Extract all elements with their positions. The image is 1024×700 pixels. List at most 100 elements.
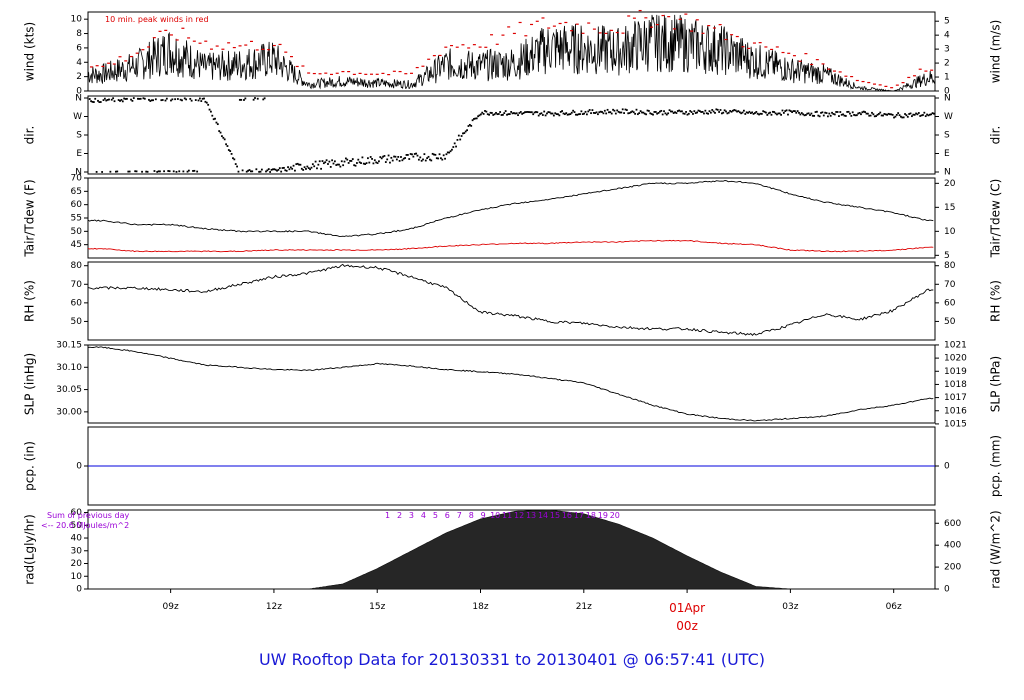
y-axis-label-right-6: rad (W/m^2) — [989, 510, 1003, 588]
rad-hour-marker-11: 12 — [514, 511, 524, 520]
dir-point — [562, 112, 565, 115]
dir-point — [847, 110, 850, 113]
dir-point — [635, 108, 638, 111]
dir-point — [230, 153, 233, 155]
dir-point — [642, 111, 645, 114]
dir-point — [636, 113, 639, 116]
dir-point — [501, 113, 504, 116]
x-tick-label-2: 15z — [369, 602, 385, 612]
left-tick-label-dir-2: S — [76, 131, 82, 141]
dir-point — [252, 98, 255, 101]
dir-point — [597, 113, 599, 116]
dir-point — [679, 110, 682, 113]
dir-point — [460, 135, 463, 137]
dir-point — [740, 112, 743, 115]
dir-point — [470, 124, 473, 127]
dir-point — [561, 110, 564, 112]
dir-point — [741, 111, 744, 114]
dir-point — [855, 114, 858, 117]
dir-point — [333, 160, 336, 163]
dir-point — [495, 111, 497, 114]
dir-point — [417, 158, 420, 161]
dir-point — [547, 111, 550, 113]
dir-point — [343, 160, 346, 163]
dir-point — [368, 161, 371, 164]
dir-point — [715, 108, 718, 111]
y-axis-label-1: dir. — [23, 126, 37, 145]
dir-point — [130, 98, 132, 101]
dir-point — [904, 113, 906, 115]
dir-point — [897, 112, 900, 114]
dir-point — [391, 159, 394, 162]
dir-point — [773, 111, 776, 113]
dir-point — [712, 110, 715, 113]
dir-point — [816, 110, 818, 113]
dir-point — [781, 109, 784, 112]
dir-point — [752, 113, 755, 115]
dir-point — [225, 143, 227, 146]
dir-point — [362, 162, 365, 165]
dir-point — [871, 111, 873, 114]
dir-point — [204, 100, 207, 103]
dir-point — [197, 99, 200, 102]
dir-point — [108, 98, 110, 101]
dir-point — [452, 146, 455, 148]
dir-point — [532, 113, 535, 116]
dir-point — [791, 111, 794, 114]
dir-point — [270, 168, 273, 171]
dir-point — [471, 119, 474, 122]
dir-point — [126, 97, 128, 100]
dir-point — [464, 130, 467, 133]
air-temp-line — [87, 180, 934, 237]
rad-hour-marker-13: 14 — [538, 511, 548, 520]
slp-line — [87, 346, 934, 422]
dir-point — [262, 98, 265, 101]
dir-point — [412, 155, 415, 158]
dir-point — [650, 113, 653, 115]
right-tick-label-slp-6: 1021 — [944, 340, 967, 350]
dir-point — [291, 167, 294, 170]
rad-hour-marker-10: 11 — [502, 511, 512, 520]
dir-point — [172, 170, 175, 173]
dir-point — [687, 112, 690, 115]
dir-point — [371, 158, 373, 160]
dir-point — [152, 99, 154, 102]
dir-point — [583, 112, 586, 115]
dir-point — [336, 163, 339, 166]
dir-point — [148, 98, 150, 101]
dir-point — [784, 110, 787, 112]
dir-point — [623, 112, 625, 114]
dir-point — [390, 156, 393, 159]
dir-point — [736, 110, 738, 113]
dir-point — [456, 139, 459, 141]
dir-point — [442, 154, 445, 157]
dir-point — [210, 110, 212, 113]
dir-point — [517, 114, 519, 117]
dir-point — [299, 163, 302, 166]
dir-point — [605, 112, 608, 115]
right-tick-label-dir-4: N — [944, 94, 951, 104]
dir-point — [506, 113, 508, 116]
y-axis-label-right-5: pcp. (mm) — [989, 435, 1003, 497]
dir-point — [610, 112, 613, 115]
dir-point — [931, 112, 934, 115]
dir-point — [241, 169, 244, 172]
dir-point — [690, 111, 693, 113]
dir-point — [384, 161, 387, 163]
dir-point — [718, 111, 721, 113]
dir-point — [288, 168, 291, 171]
dir-point — [106, 99, 109, 101]
dir-point — [249, 170, 252, 173]
dir-point — [624, 108, 627, 111]
dir-point — [484, 110, 486, 112]
dir-point — [563, 113, 566, 116]
left-tick-label-wind-3: 6 — [76, 43, 82, 53]
rad-hour-marker-19: 20 — [610, 511, 620, 520]
dir-point — [912, 113, 915, 116]
dir-point — [767, 112, 770, 115]
dir-point — [504, 110, 507, 112]
dir-point — [236, 165, 238, 168]
dir-point — [905, 114, 908, 117]
dir-point — [595, 111, 598, 114]
dir-point — [524, 111, 526, 114]
